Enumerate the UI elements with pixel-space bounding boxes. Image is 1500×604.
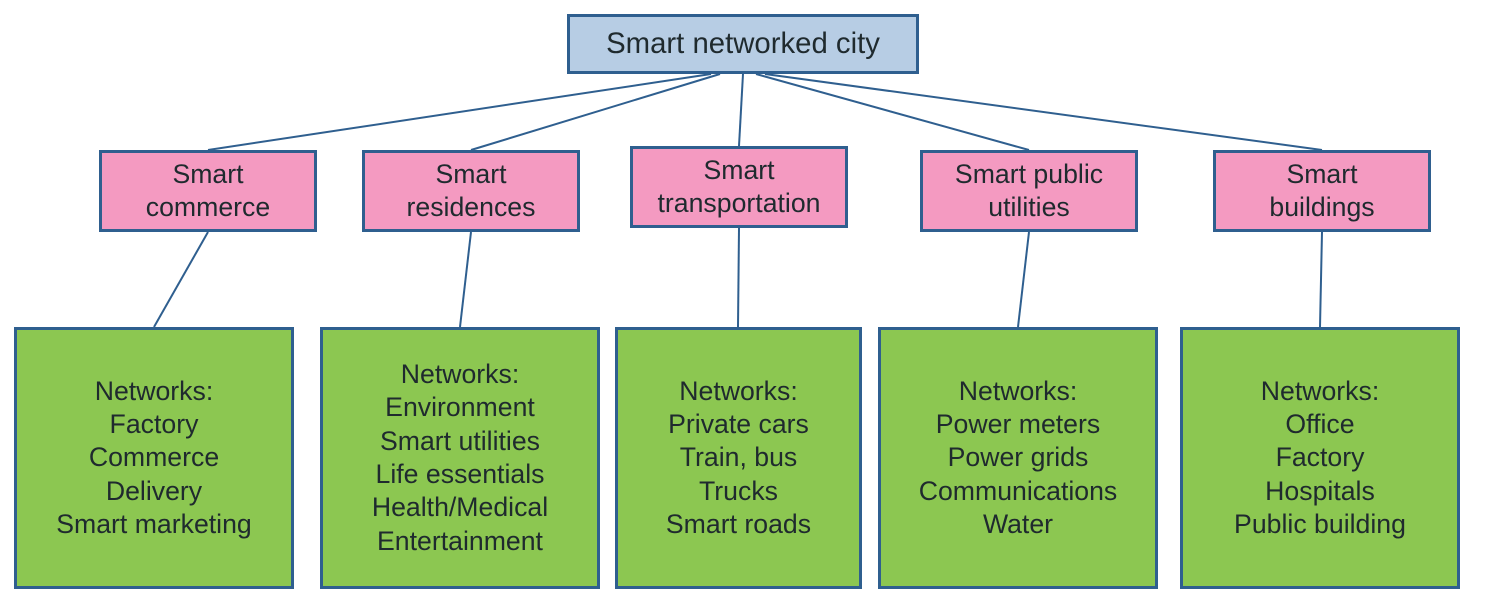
- leaf-commerce-label: Networks: Factory Commerce Delivery Smar…: [56, 375, 252, 542]
- leaf-transport-label: Networks: Private cars Train, bus Trucks…: [666, 375, 811, 542]
- leaf-residences: Networks: Environment Smart utilities Li…: [320, 327, 600, 589]
- category-commerce-label: Smart commerce: [146, 158, 270, 225]
- root-label: Smart networked city: [606, 26, 880, 63]
- leaf-utilities-label: Networks: Power meters Power grids Commu…: [919, 375, 1118, 542]
- category-transportation: Smart transportation: [630, 146, 848, 228]
- diagram-canvas: Smart networked city Smart commerce Smar…: [0, 0, 1500, 604]
- leaf-residences-label: Networks: Environment Smart utilities Li…: [372, 358, 548, 558]
- category-commerce: Smart commerce: [99, 150, 317, 232]
- leaf-buildings-label: Networks: Office Factory Hospitals Publi…: [1234, 375, 1406, 542]
- category-residences: Smart residences: [362, 150, 580, 232]
- leaf-utilities: Networks: Power meters Power grids Commu…: [878, 327, 1158, 589]
- leaf-commerce: Networks: Factory Commerce Delivery Smar…: [14, 327, 294, 589]
- category-utilities-label: Smart public utilities: [955, 158, 1103, 225]
- leaf-buildings: Networks: Office Factory Hospitals Publi…: [1180, 327, 1460, 589]
- category-buildings: Smart buildings: [1213, 150, 1431, 232]
- category-transportation-label: Smart transportation: [658, 154, 821, 221]
- root-node: Smart networked city: [567, 14, 919, 74]
- category-buildings-label: Smart buildings: [1269, 158, 1374, 225]
- category-residences-label: Smart residences: [407, 158, 536, 225]
- leaf-transport: Networks: Private cars Train, bus Trucks…: [615, 327, 862, 589]
- category-utilities: Smart public utilities: [920, 150, 1138, 232]
